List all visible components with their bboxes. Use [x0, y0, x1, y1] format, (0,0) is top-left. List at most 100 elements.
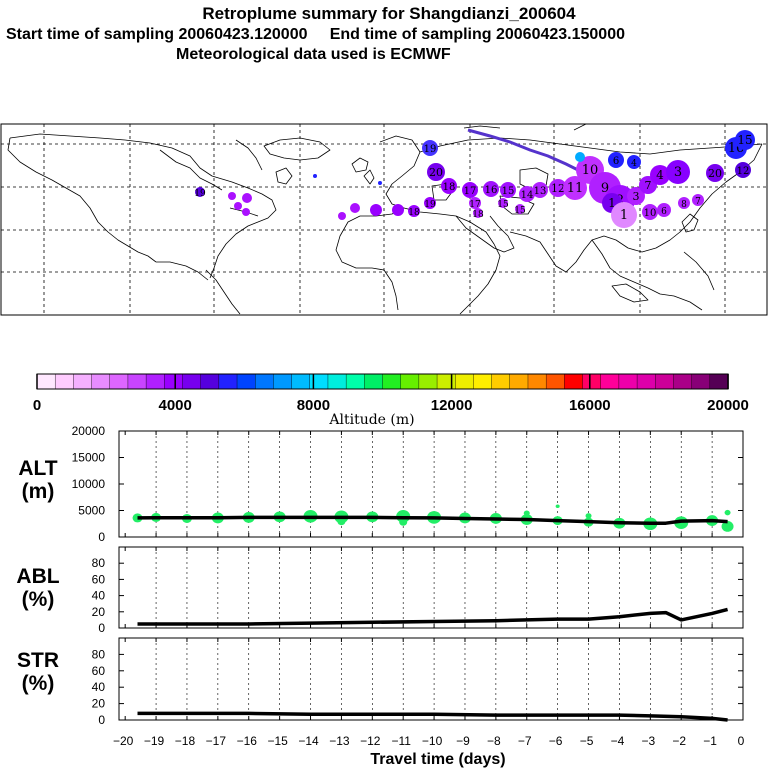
plume-point — [242, 193, 252, 203]
plume-point: 15 — [500, 182, 516, 198]
plume-point-marker — [666, 160, 690, 184]
x-tick-label: −6 — [549, 734, 563, 748]
colorbar-cell — [327, 373, 347, 390]
plume-point: 4 — [627, 155, 641, 169]
plume-point-marker — [500, 182, 516, 198]
x-tick-label: −9 — [456, 734, 470, 748]
colorbar-cell — [636, 373, 656, 390]
panel-unit-label: (m) — [22, 480, 55, 503]
plume-point-label: 15 — [497, 200, 509, 210]
plume-point-label: 3 — [633, 190, 640, 203]
plume-point: 19 — [422, 140, 438, 156]
panel-unit-label: (%) — [22, 588, 55, 611]
plume-point-marker — [242, 193, 252, 203]
plume-point — [378, 181, 382, 185]
plume-point-marker — [234, 202, 242, 210]
time-series-panels: 05000100001500020000ALT(m)020406080ABL(%… — [16, 424, 744, 768]
plume-point: 8 — [678, 197, 690, 210]
x-tick-label: −14 — [298, 734, 319, 748]
colorbar-cell — [600, 373, 620, 390]
colorbar-tick-label: 12000 — [431, 397, 473, 414]
colorbar-cell — [709, 373, 729, 390]
chart-title: Retroplume summary for Shangdianzi_20060… — [202, 4, 576, 23]
plume-point-marker — [519, 186, 535, 202]
plume-point: 1 — [611, 202, 637, 228]
y-tick-label: 20000 — [72, 424, 106, 438]
plume-point-marker — [627, 187, 645, 205]
plume-point-marker — [483, 181, 499, 197]
colorbar-cell — [91, 373, 111, 390]
plume-point — [313, 174, 317, 178]
plume-point-marker — [195, 187, 205, 197]
scatter-point — [337, 518, 346, 526]
plume-point-label: 19 — [194, 189, 206, 199]
plume-point-marker — [735, 162, 751, 178]
plume-point-marker — [392, 204, 404, 216]
x-tick-label: −19 — [144, 734, 165, 748]
y-tick-label: 10000 — [72, 477, 106, 491]
plume-point-marker — [350, 203, 360, 213]
plume-point-label: 1 — [608, 196, 616, 210]
colorbar-cell — [109, 373, 129, 390]
plume-point: 20 — [706, 164, 724, 182]
plume-point-label: 18 — [472, 210, 484, 220]
panel-unit-label: (%) — [22, 672, 55, 695]
plume-point: 19 — [194, 187, 206, 199]
colorbar-cell — [582, 373, 602, 390]
plume-point-marker — [378, 181, 382, 185]
plume-point — [242, 208, 250, 216]
plume-point-label: 17 — [469, 200, 481, 210]
y-tick-label: 60 — [92, 664, 106, 678]
plume-point-label: 14 — [521, 190, 534, 201]
plume-point-label: 18 — [408, 208, 420, 218]
panel-grid — [155, 638, 713, 720]
plume-point-marker — [441, 178, 457, 194]
colorbar-cell — [73, 373, 93, 390]
plume-point-label: 20 — [429, 166, 443, 179]
plume-point-label: 9 — [601, 181, 609, 196]
plume-points: 1920181716151413121110921137431068764201… — [194, 130, 755, 228]
plume-point-label: 7 — [645, 179, 652, 192]
plume-point-marker — [228, 192, 236, 200]
plume-point-marker — [313, 174, 317, 178]
colorbar-cell — [509, 373, 529, 390]
plume-point-label: 10 — [582, 163, 599, 178]
y-tick-label: 80 — [92, 556, 106, 570]
x-tick-label: −4 — [611, 734, 625, 748]
scatter-point — [721, 521, 734, 532]
x-tick-label: −11 — [391, 734, 411, 748]
plume-point: 20 — [427, 163, 445, 181]
plume-point — [338, 212, 346, 220]
y-tick-label: 5000 — [78, 504, 105, 518]
plume-point-marker — [473, 208, 483, 218]
colorbar-cell — [618, 373, 638, 390]
plume-point-label: 11 — [567, 181, 584, 196]
plume-point-label: 12 — [737, 166, 750, 177]
plume-point-label: 12 — [551, 182, 565, 195]
colorbar-cell — [273, 373, 293, 390]
plume-point: 11 — [563, 176, 587, 200]
y-tick-label: 0 — [98, 621, 105, 635]
plume-point-marker — [498, 198, 508, 208]
colorbar-tick-label: 20000 — [707, 397, 749, 414]
plume-point — [370, 204, 382, 216]
plume-point: 17 — [469, 197, 481, 210]
x-tick-label: 0 — [738, 734, 745, 748]
plume-point-marker — [706, 164, 724, 182]
colorbar-cell — [436, 373, 456, 390]
plume-point-marker — [563, 176, 587, 200]
plume-point: 14 — [519, 186, 535, 202]
plume-point-marker — [642, 204, 658, 220]
plume-point — [392, 204, 404, 216]
colorbar-cell — [491, 373, 511, 390]
plume-point — [575, 152, 585, 162]
plume-point-label: 15 — [737, 133, 752, 147]
x-tick-labels: −20 −19 −18 −17 −16 −15 −14 −13 −12 −11 −10 −9 −8 −7−… — [113, 734, 745, 748]
colorbar-cell — [255, 373, 275, 390]
series-line — [137, 515, 728, 525]
colorbar-tick-label: 16000 — [569, 397, 611, 414]
y-tick-label: 0 — [98, 713, 105, 727]
x-tick-label: −13 — [329, 734, 350, 748]
plume-point: 4 — [650, 165, 670, 185]
